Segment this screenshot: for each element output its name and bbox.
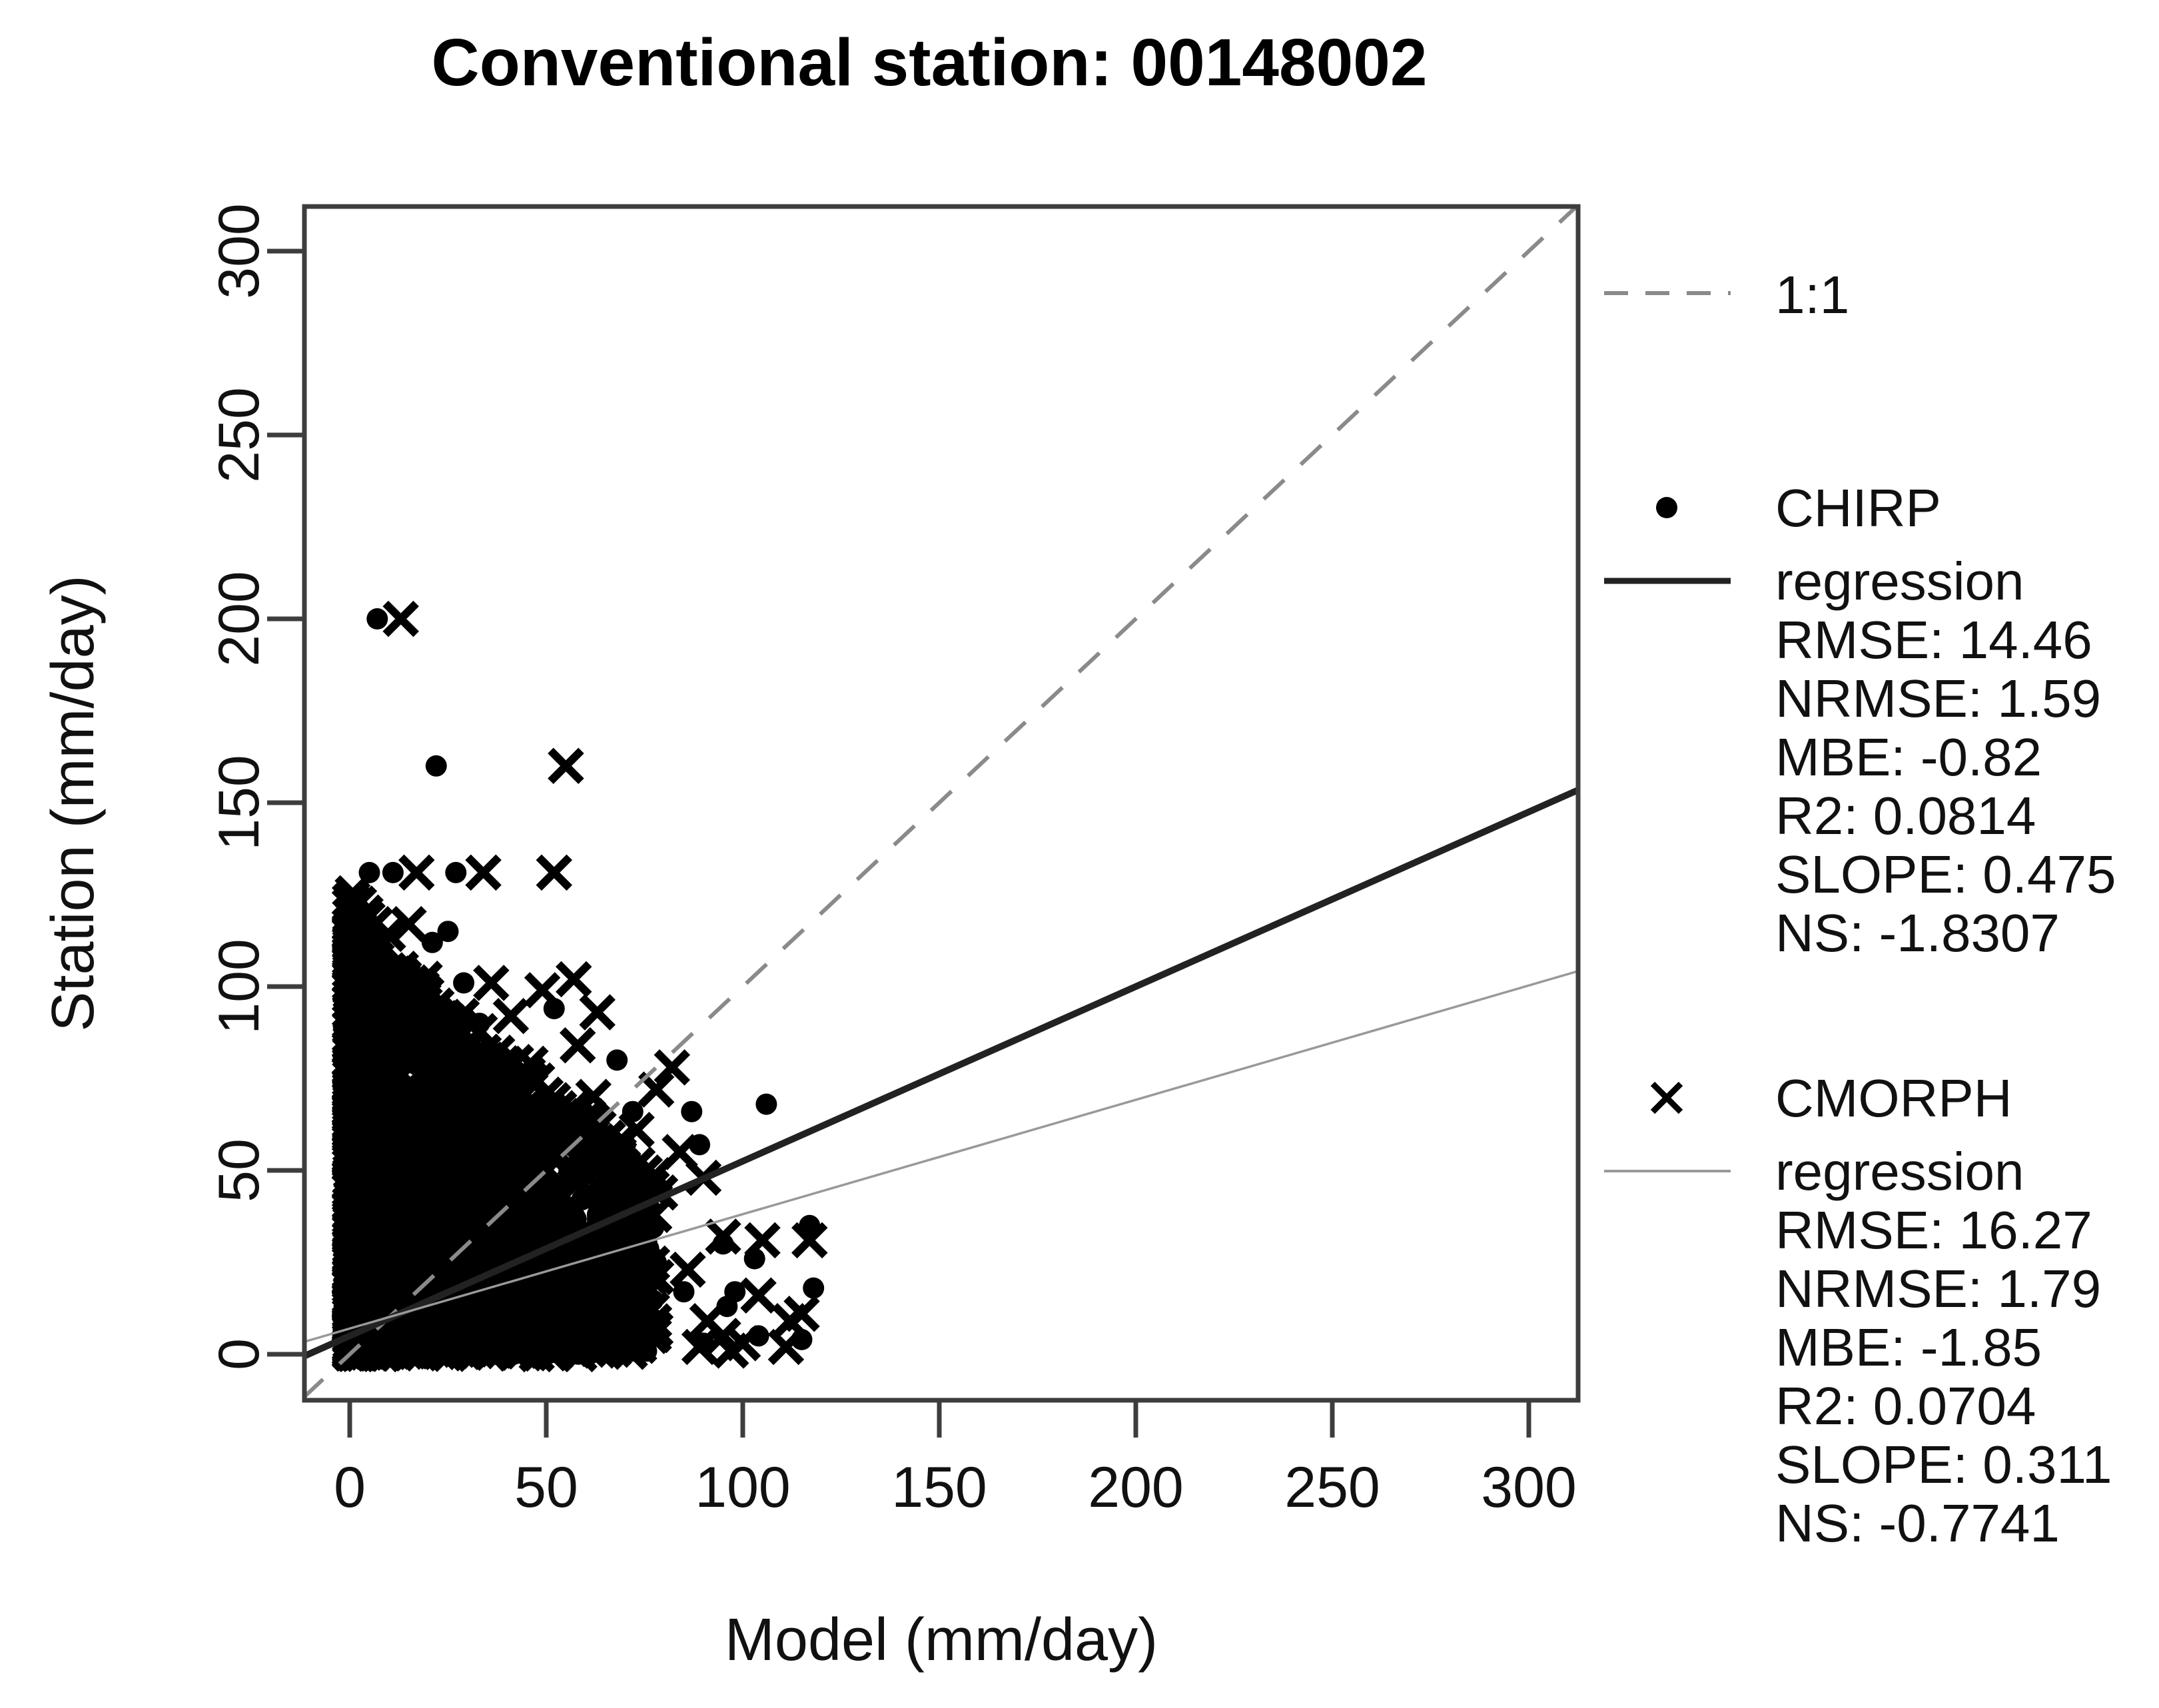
chart-title: Conventional station: 00148002	[432, 25, 1428, 100]
x-tick-label: 150	[891, 1456, 987, 1519]
x-tick-label: 50	[514, 1456, 578, 1519]
legend-cmorph-name: CMORPH	[1775, 1068, 2012, 1128]
x-tick-label: 200	[1088, 1456, 1184, 1519]
lines-layer	[304, 207, 1578, 1400]
cmorph-marker-sample	[1650, 1081, 1683, 1114]
y-axis-ticks: 0 50 100 150 200 250 300	[207, 203, 304, 1370]
x-tick-label: 250	[1284, 1456, 1380, 1519]
x-tick-label: 300	[1481, 1456, 1577, 1519]
y-tick-label: 50	[207, 1138, 271, 1202]
y-tick-label: 0	[207, 1338, 271, 1370]
x-tick-label: 100	[695, 1456, 791, 1519]
chirp-regression-line	[304, 786, 1578, 1360]
cmorph-regression-line	[304, 969, 1578, 1343]
legend-chirp-regression-label: regression	[1775, 552, 2024, 611]
x-tick-label: 0	[334, 1456, 366, 1519]
legend-chirp-stat-ns: NS: -1.8307	[1775, 903, 2060, 963]
legend-chirp-stat-r2: R2: 0.0814	[1775, 786, 2036, 845]
legend-chirp-stat-slope: SLOPE: 0.475	[1775, 845, 2116, 904]
x-axis-label: Model (mm/day)	[725, 1607, 1158, 1673]
chirp-marker-sample	[1656, 497, 1677, 518]
legend-cmorph-stat-rmse: RMSE: 16.27	[1775, 1200, 2092, 1260]
y-tick-label: 100	[207, 939, 271, 1035]
legend-cmorph-stat-mbe: MBE: -1.85	[1775, 1318, 2042, 1377]
x-axis-ticks: 0 50 100 150 200 250 300	[334, 1400, 1577, 1519]
legend-cmorph-stat-ns: NS: -0.7741	[1775, 1494, 2060, 1553]
legend-chirp-stat-mbe: MBE: -0.82	[1775, 727, 2042, 787]
one-to-one-line	[304, 207, 1578, 1400]
y-tick-label: 300	[207, 203, 271, 299]
cmorph-scatter-points	[331, 600, 828, 1373]
legend-cmorph-stat-slope: SLOPE: 0.311	[1775, 1435, 2112, 1494]
legend-chirp-stat-nrmse: NRMSE: 1.59	[1775, 669, 2101, 728]
y-tick-label: 250	[207, 387, 271, 483]
legend-cmorph-regression-label: regression	[1775, 1142, 2024, 1201]
legend-cmorph-stat-r2: R2: 0.0704	[1775, 1376, 2036, 1436]
legend: 1:1 CHIRP regression RMSE: 14.46 NRMSE: …	[1604, 265, 2116, 1553]
y-tick-label: 200	[207, 571, 271, 667]
legend-chirp-name: CHIRP	[1775, 478, 1941, 538]
legend-chirp-stat-rmse: RMSE: 14.46	[1775, 610, 2092, 669]
points-layer	[331, 600, 828, 1373]
y-axis-label: Station (mm/day)	[40, 575, 107, 1031]
legend-cmorph-stat-nrmse: NRMSE: 1.79	[1775, 1259, 2101, 1318]
y-tick-label: 150	[207, 755, 271, 851]
legend-one-to-one-label: 1:1	[1775, 265, 1849, 324]
